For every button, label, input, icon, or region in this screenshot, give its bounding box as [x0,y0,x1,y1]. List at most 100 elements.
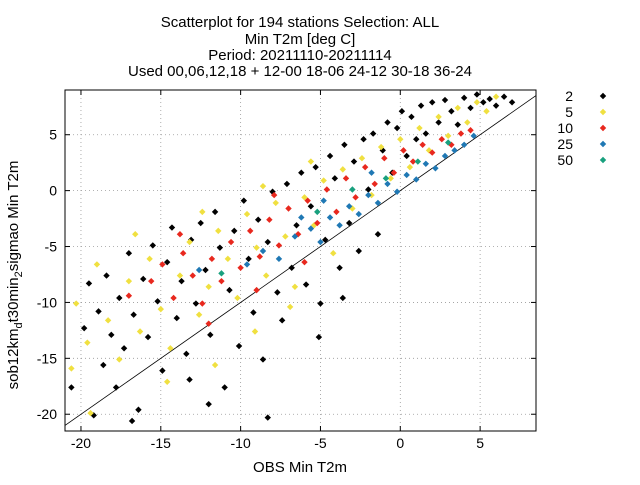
scatter-point-series-2 [221,384,228,391]
scatter-point-series-5 [132,231,139,238]
y-axis-label-sub-1: d [13,322,25,328]
scatter-point-series-2 [345,219,353,227]
scatter-point-series-5 [251,328,259,335]
scatter-point-series-5 [492,93,500,100]
title-line-2: Min T2m [deg C] [245,31,356,48]
scatter-point-series-2 [384,119,391,126]
scatter-point-series-5 [104,317,112,324]
legend-label: 25 [557,136,573,152]
scatter-point-series-10 [390,169,398,176]
scatter-point-series-2 [205,400,212,408]
scatter-point-series-2 [178,277,185,285]
scatter-point-series-25 [195,266,203,274]
title-line-1: Scatterplot for 194 stations Selection: … [161,14,440,31]
scatter-point-series-25 [345,203,353,210]
scatter-point-series-2 [298,169,305,176]
scatter-point-series-5 [146,255,153,263]
plot-frame [64,89,537,432]
scatter-point-series-2 [259,356,267,363]
scatter-point-series-2 [250,309,257,316]
scatter-point-series-10 [333,208,340,216]
scatter-point-series-10 [352,194,359,201]
scatter-point-series-2 [245,255,252,263]
scatter-point-series-2 [408,113,415,121]
scatter-point-series-5 [387,175,394,182]
scatter-point-series-2 [473,91,481,98]
scatter-point-series-10 [342,175,350,182]
y-tick-label: -15 [37,350,57,366]
y-tick-label: -5 [45,239,58,255]
scatter-point-series-2 [140,275,147,283]
scatter-point-series-5 [186,238,193,246]
scatter-point-series-2 [422,130,430,137]
scatter-point-series-5 [176,272,184,279]
scatter-point-series-10 [275,242,283,249]
scatter-point-series-2 [192,300,200,307]
scatter-point-series-2 [508,99,516,106]
scatter-point-series-25 [365,191,372,199]
scatter-point-series-2 [103,272,110,279]
scatter-point-series-2 [173,314,180,322]
scatter-point-series-2 [125,250,133,257]
legend-label: 2 [565,88,573,104]
scatter-point-series-2 [355,247,362,255]
scatter-point-series-2 [108,331,115,339]
y-tick-label: 5 [49,127,57,143]
scatter-point-series-2 [235,342,243,350]
scatter-point-series-2 [293,222,300,229]
x-tick-label: 5 [476,435,484,451]
gridlines [65,90,536,431]
scatter-point-series-5 [243,210,251,218]
scatter-point-series-10 [237,264,244,271]
scatter-point-series-2 [159,367,166,374]
scatter-point-series-2 [135,406,142,413]
scatter-point-series-5 [215,227,222,235]
scatter-point-series-10 [314,219,321,227]
scatter-point-series-10 [208,255,216,263]
scatter-point-series-2 [216,244,224,251]
scatter-point-series-25 [441,152,449,160]
y-axis-label-part-1: sob12km [5,329,22,390]
scatter-point-series-5 [125,277,133,285]
scatter-point-series-25 [336,222,343,229]
scatter-point-series-50 [382,175,390,182]
scatter-point-series-10 [400,147,407,154]
scatter-point-series-2 [403,152,410,160]
scatter-point-series-10 [304,197,311,204]
scatter-point-series-10 [218,277,225,285]
scatter-point-series-10 [371,180,378,188]
scatter-point-series-2 [365,186,372,193]
scatter-point-series-10 [419,141,426,148]
legend-label: 5 [565,104,573,120]
scatter-point-series-25 [243,261,251,268]
scatter-point-series-25 [291,233,299,240]
scatter-point-series-5 [262,272,270,279]
scatter-point-series-2 [283,180,291,188]
scatter-point-series-10 [189,272,196,279]
scatter-point-series-5 [320,177,327,184]
scatter-point-series-2 [68,384,75,391]
scatter-point-series-5 [307,158,315,165]
plot-area: -20 -15 -10 -5 0 5 -20 -15 -10 -5 0 5 [37,89,537,451]
scatter-point-series-2 [168,224,176,231]
scatter-point-series-50 [218,270,225,277]
scatter-point-series-5 [464,119,471,126]
scatter-point-series-2 [100,361,107,369]
scatter-point-series-10 [429,149,436,156]
scatter-point-series-5 [435,113,442,121]
legend-marker [599,140,607,148]
scatter-point-series-10 [256,253,263,260]
scatter-point-series-10 [361,163,369,171]
data-points [68,91,516,425]
scatter-point-series-50 [414,158,422,165]
scatter-point-series-5 [406,163,414,171]
scatter-point-series-5 [167,345,174,352]
scatter-point-series-5 [195,311,203,318]
scatter-point-series-2 [413,135,420,143]
scatter-point-series-2 [186,376,193,383]
scatter-point-series-2 [417,102,425,109]
scatter-point-series-2 [264,414,271,421]
scatter-point-series-25 [393,188,401,195]
scatter-point-series-2 [317,300,324,307]
